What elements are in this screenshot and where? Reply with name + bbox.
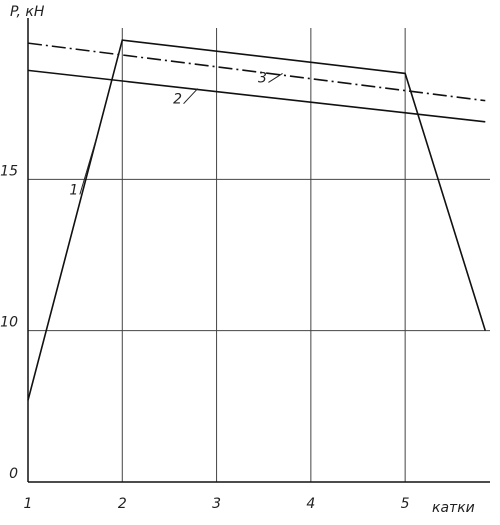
x-tick-label: 5	[401, 496, 410, 512]
series-label: 1	[69, 182, 78, 198]
y-axis-label: P, кН	[10, 4, 45, 20]
series-line	[27, 42, 486, 102]
leader-line	[183, 88, 199, 105]
y-tick-label: 10	[0, 315, 18, 331]
series-label: 2	[173, 92, 182, 108]
series-line	[27, 39, 487, 401]
y-tick-label: 15	[0, 163, 18, 179]
y-tick-label: 0	[9, 466, 18, 482]
leader-line	[79, 139, 97, 195]
series-line	[27, 69, 486, 123]
x-axis-label: катки	[432, 500, 475, 516]
x-tick-label: 4	[306, 496, 315, 512]
x-tick-label: 1	[24, 496, 33, 512]
leader-line	[268, 72, 283, 83]
x-tick-label: 3	[212, 496, 221, 512]
series-label: 3	[258, 70, 267, 86]
x-tick-label: 2	[118, 496, 127, 512]
